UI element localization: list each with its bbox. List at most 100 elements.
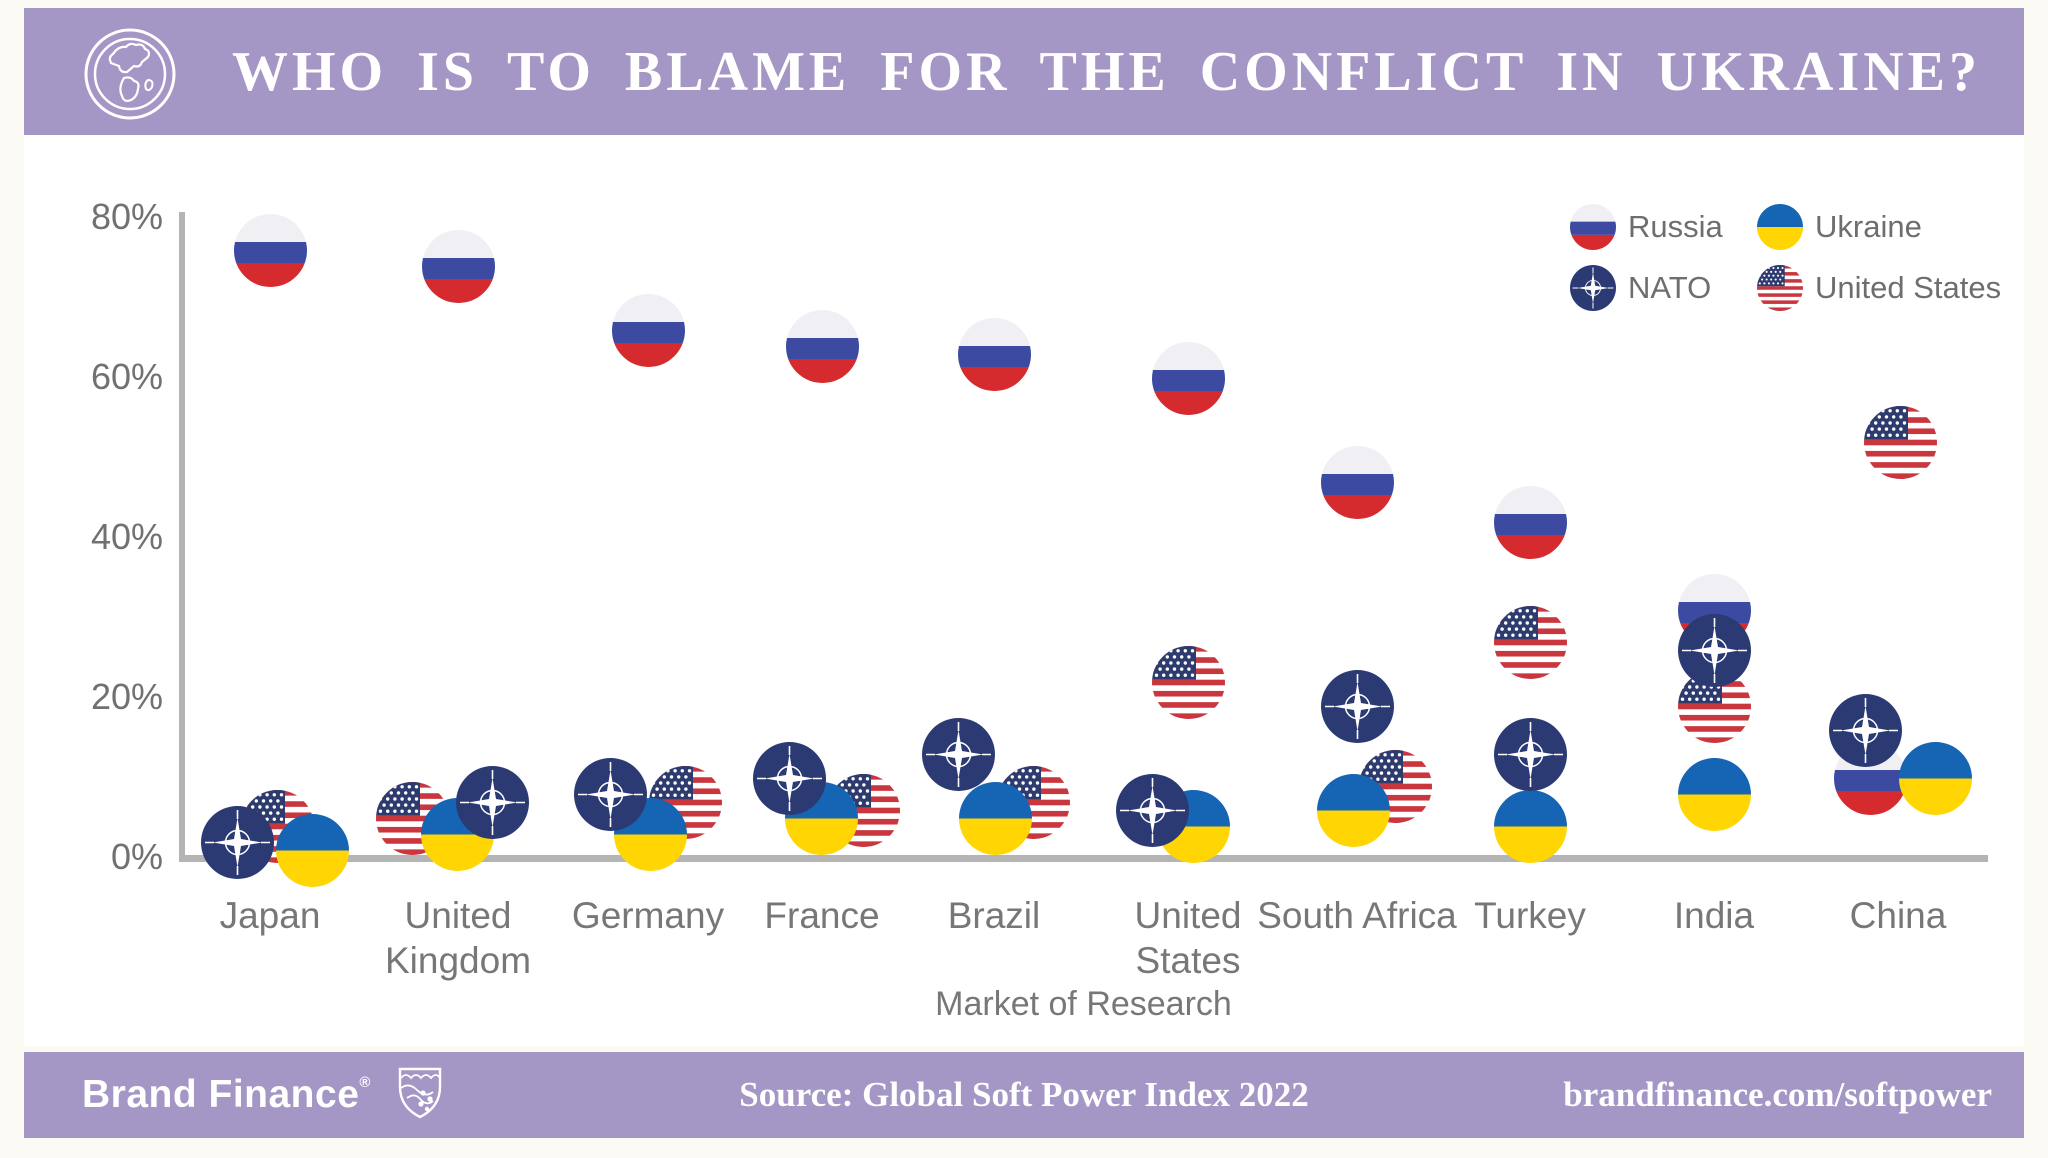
marker-russia-united-states xyxy=(1151,341,1225,415)
russia-flag-icon xyxy=(233,213,307,287)
marker-ukraine-turkey xyxy=(1493,789,1567,863)
title-wrap: WHO IS TO BLAME FOR THE CONFLICT IN UKRA… xyxy=(199,8,2014,135)
x-axis-line xyxy=(179,855,1988,862)
marker-us-south-africa xyxy=(1358,749,1432,823)
marker-us-united-kingdom xyxy=(375,781,449,855)
x-category-label: Japan xyxy=(219,895,321,936)
x-category-label: United States xyxy=(1134,895,1242,981)
footer-bar: Brand Finance® Source: Global Soft Power… xyxy=(24,1052,2024,1138)
nato-flag-icon xyxy=(455,765,529,839)
x-category-label: India xyxy=(1673,895,1755,936)
us-flag-icon xyxy=(1358,749,1432,823)
us-flag-icon xyxy=(1151,645,1225,719)
marker-nato-turkey xyxy=(1493,717,1567,791)
nato-flag-icon xyxy=(1828,693,1902,767)
nato-flag-icon xyxy=(1677,613,1751,687)
ukraine-flag-icon xyxy=(1757,204,1803,250)
ukraine-flag-icon xyxy=(1677,757,1751,831)
y-tick-label: 40% xyxy=(90,516,163,557)
x-category-label: South Africa xyxy=(1257,895,1457,936)
marker-us-turkey xyxy=(1493,605,1567,679)
shield-icon xyxy=(397,1066,443,1125)
legend-label: Ukraine xyxy=(1815,209,1922,244)
marker-ukraine-japan xyxy=(275,813,349,887)
y-tick-label: 20% xyxy=(90,676,163,717)
russia-flag-icon xyxy=(785,309,859,383)
russia-flag-icon xyxy=(957,317,1031,391)
russia-flag-icon xyxy=(1151,341,1225,415)
nato-flag-icon xyxy=(1320,669,1394,743)
globe-icon xyxy=(80,24,180,129)
marker-nato-brazil xyxy=(921,717,995,791)
russia-flag-icon xyxy=(611,293,685,367)
header-bar: WHO IS TO BLAME FOR THE CONFLICT IN UKRA… xyxy=(24,8,2024,135)
russia-flag-icon xyxy=(421,229,495,303)
marker-nato-china xyxy=(1828,693,1902,767)
ukraine-flag-icon xyxy=(275,813,349,887)
ukraine-flag-icon xyxy=(1898,741,1972,815)
legend-flag-nato xyxy=(1570,265,1616,311)
legend-item-us: United States xyxy=(1757,265,2001,311)
marker-ukraine-india xyxy=(1677,757,1751,831)
x-category-label: United Kingdom xyxy=(384,895,532,981)
marker-us-france xyxy=(826,773,900,847)
plot-area: 0% 20% 40% 60% 80% xyxy=(90,196,2001,1023)
russia-flag-icon xyxy=(1320,445,1394,519)
nato-flag-icon xyxy=(752,741,826,815)
us-flag-icon xyxy=(1757,265,1803,311)
brand-finance-logo: Brand Finance® xyxy=(82,1052,443,1138)
nato-flag-icon xyxy=(573,757,647,831)
marker-nato-india xyxy=(1677,613,1751,687)
marker-russia-japan xyxy=(233,213,307,287)
y-tick-label: 0% xyxy=(110,836,163,877)
chart-area: 0% 20% 40% 60% 80% xyxy=(24,135,2024,1046)
marker-russia-turkey xyxy=(1493,485,1567,559)
russia-flag-icon xyxy=(1570,204,1616,250)
ukraine-flag-icon xyxy=(1316,773,1390,847)
legend-item-ukraine: Ukraine xyxy=(1757,204,1922,250)
x-category-label: France xyxy=(764,895,880,936)
marker-ukraine-south-africa xyxy=(1316,773,1390,847)
legend-label: NATO xyxy=(1628,270,1712,305)
marker-us-china xyxy=(1863,405,1937,479)
y-axis-line xyxy=(179,212,185,861)
legend-item-nato: NATO xyxy=(1570,265,1711,311)
ukraine-flag-icon xyxy=(958,781,1032,855)
legend-flag-russia xyxy=(1570,204,1616,250)
x-category-label: Brazil xyxy=(947,895,1041,936)
marker-russia-france xyxy=(785,309,859,383)
us-flag-icon xyxy=(375,781,449,855)
x-axis-title: Market of Research xyxy=(935,985,1232,1023)
marker-nato-japan xyxy=(200,805,274,879)
brand-finance-logo-text: Brand Finance® xyxy=(82,1073,371,1116)
legend-flag-us xyxy=(1757,265,1803,311)
marker-nato-south-africa xyxy=(1320,669,1394,743)
x-category-label: China xyxy=(1849,895,1947,936)
footer-url: brandfinance.com/softpower xyxy=(1563,1075,1992,1114)
legend-label: United States xyxy=(1815,270,2002,305)
legend-label: Russia xyxy=(1628,209,1723,244)
marker-ukraine-china xyxy=(1898,741,1972,815)
marker-russia-germany xyxy=(611,293,685,367)
us-flag-icon xyxy=(1863,405,1937,479)
ukraine-flag-icon xyxy=(1493,789,1567,863)
nato-flag-icon xyxy=(200,805,274,879)
marker-nato-germany xyxy=(573,757,647,831)
source-text: Source: Global Soft Power Index 2022 xyxy=(739,1075,1309,1114)
marker-ukraine-brazil xyxy=(958,781,1032,855)
russia-flag-icon xyxy=(1493,485,1567,559)
y-tick-label: 60% xyxy=(90,356,163,397)
marker-russia-brazil xyxy=(957,317,1031,391)
us-flag-icon xyxy=(1493,605,1567,679)
legend-item-russia: Russia xyxy=(1570,204,1723,250)
marker-nato-united-states xyxy=(1115,773,1189,847)
x-category-label: Turkey xyxy=(1474,895,1586,936)
marker-nato-france xyxy=(752,741,826,815)
registered-mark: ® xyxy=(359,1074,371,1091)
x-category-label: Germany xyxy=(571,895,725,936)
nato-flag-icon xyxy=(1493,717,1567,791)
y-tick-label: 80% xyxy=(90,196,163,237)
nato-flag-icon xyxy=(1115,773,1189,847)
marker-us-united-states xyxy=(1151,645,1225,719)
